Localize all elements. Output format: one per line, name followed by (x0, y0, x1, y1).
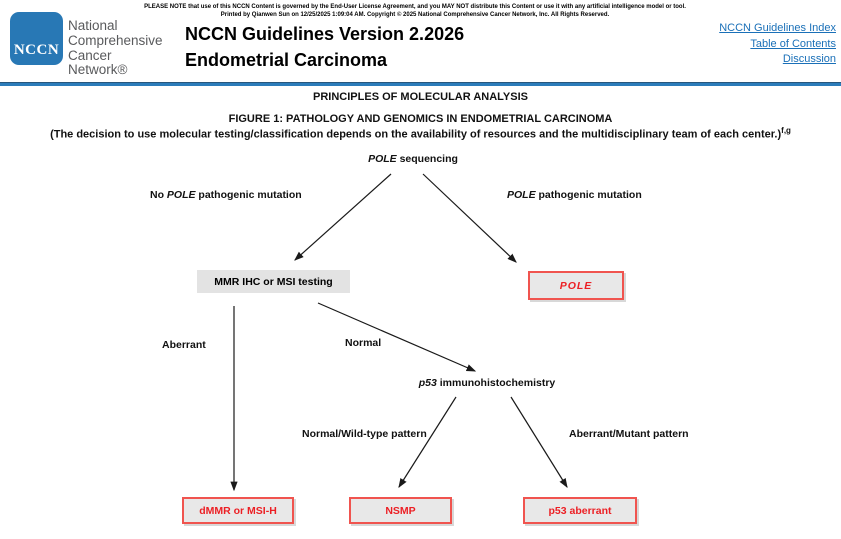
org-name-line: Comprehensive (68, 32, 163, 48)
label-pole-mutation: POLE pathogenic mutation (507, 189, 642, 201)
guideline-title: NCCN Guidelines Version 2.2026 Endometri… (185, 21, 464, 73)
p53-ihc-rest: immunohistochemistry (436, 377, 556, 389)
org-name-line: Network® (68, 62, 128, 78)
no-pole-pre: No (150, 189, 167, 201)
no-pole-rest: pathogenic mutation (195, 189, 302, 201)
no-pole-italic: POLE (166, 189, 196, 201)
label-normal: Normal (345, 337, 382, 349)
label-no-pole-mutation: No POLE pathogenic mutation (150, 189, 302, 201)
figure-title: FIGURE 1: PATHOLOGY AND GENOMICS IN ENDO… (228, 113, 613, 125)
arrow-p53-to-p53aberrant (510, 396, 568, 489)
link-discussion[interactable]: Discussion (782, 53, 836, 65)
link-table-of-contents[interactable]: Table of Contents (750, 37, 836, 50)
arrow-p53-to-nsmp (398, 396, 457, 489)
arrow-mmr-normal-to-p53 (317, 302, 477, 372)
pole-sequencing-rest: sequencing (396, 153, 458, 165)
nccn-logo-text: NCCN (13, 42, 60, 58)
pole-mutation-italic: POLE (507, 189, 536, 201)
node-pole-sequencing: POLE sequencing (313, 153, 513, 165)
license-notice-line2: Printed by Qianwen Sun on 12/25/2025 1:0… (220, 11, 610, 18)
arrow-pole-seq-to-pole (422, 173, 517, 263)
nccn-logo: NCCN (10, 12, 63, 65)
guideline-version-title: NCCN Guidelines Version 2.2026 (185, 24, 465, 44)
org-name-line: National (68, 18, 118, 33)
pole-sequencing-italic: POLE (368, 153, 397, 165)
nsmp-box-label: NSMP (385, 504, 416, 517)
node-pole-result: POLE (528, 271, 624, 300)
header-divider (0, 82, 841, 86)
p53-ihc-italic: p53 (418, 377, 437, 389)
label-aberrant-mutant-pattern: Aberrant/Mutant pattern (569, 428, 689, 440)
node-p53-aberrant: p53 aberrant (523, 497, 637, 524)
node-mmr-msi-testing: MMR IHC or MSI testing (197, 270, 350, 293)
license-notice: PLEASE NOTE that use of this NCCN Conten… (115, 4, 715, 19)
node-p53-ihc: p53 immunohistochemistry (397, 377, 577, 389)
section-title: PRINCIPLES OF MOLECULAR ANALYSIS (313, 91, 528, 103)
link-guidelines-index[interactable]: NCCN Guidelines Index (719, 22, 836, 34)
pole-box-label: POLE (559, 279, 593, 292)
pole-mutation-rest: pathogenic mutation (535, 189, 642, 201)
dmmr-box-label: dMMR or MSI-H (199, 504, 277, 517)
license-notice-line1: PLEASE NOTE that use of this NCCN Conten… (144, 4, 686, 10)
figure-note-text: (The decision to use molecular testing/c… (50, 128, 782, 141)
arrow-pole-seq-to-mmr (294, 173, 392, 261)
label-aberrant: Aberrant (162, 339, 206, 351)
figure-note: (The decision to use molecular testing/c… (0, 126, 841, 141)
label-normal-wildtype-pattern: Normal/Wild-type pattern (302, 428, 427, 440)
org-name-line: Cancer (68, 47, 112, 63)
mmr-box-label: MMR IHC or MSI testing (214, 275, 333, 288)
header-links: NCCN Guidelines Index Table of Contents … (560, 21, 836, 68)
node-nsmp: NSMP (349, 497, 452, 524)
org-name: National Comprehensive Cancer Network® (68, 18, 163, 78)
node-dmmr-msih: dMMR or MSI-H (182, 497, 294, 524)
p53-aberrant-box-label: p53 aberrant (548, 504, 612, 517)
figure-note-footnote-refs: f,g (781, 126, 791, 135)
guideline-disease-title: Endometrial Carcinoma (185, 50, 388, 70)
